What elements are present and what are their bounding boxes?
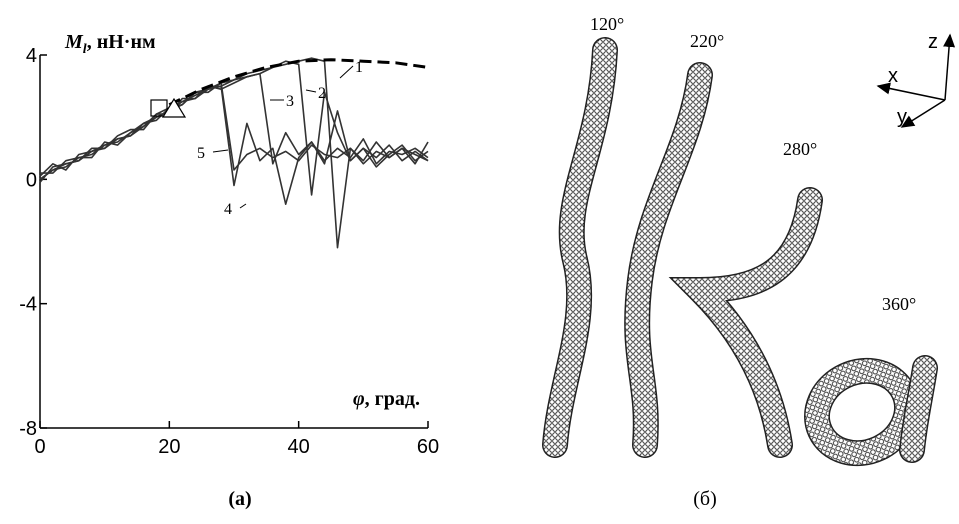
axis-label: x — [888, 65, 898, 87]
nanotube — [543, 38, 617, 457]
y-axis-symbol: M — [64, 31, 84, 53]
caption: (а) — [228, 488, 251, 510]
x-tick-label: 40 — [288, 436, 310, 458]
label-leader — [339, 65, 354, 79]
y-axis-subscript: l — [83, 42, 87, 57]
nanotube — [805, 359, 919, 465]
curve-label: 5 — [197, 145, 205, 162]
panel-b: 120° 220° 280° 360° x y z (б) — [542, 14, 956, 510]
marker-square — [150, 99, 168, 117]
data-line — [40, 85, 429, 205]
axis-label: z — [928, 31, 938, 53]
x-tick-label: 0 — [34, 436, 45, 458]
marker-triangle — [161, 97, 187, 118]
data-line — [39, 72, 429, 183]
angle-label: 280° — [783, 139, 817, 159]
y-tick-label: 0 — [26, 169, 37, 191]
x-axis-unit: , град. — [365, 388, 420, 410]
x-tick-label: 20 — [158, 436, 180, 458]
data-line — [39, 82, 429, 180]
angle-label: 120° — [590, 14, 624, 34]
curve-label: 2 — [318, 85, 326, 102]
nanotube — [672, 188, 822, 457]
curve-label: 1 — [355, 59, 363, 76]
label-leader — [305, 89, 317, 93]
curve-label: 3 — [286, 93, 294, 110]
x-axis-symbol: φ — [353, 388, 365, 410]
caption: (б) — [693, 488, 717, 510]
nanotube — [625, 63, 712, 457]
curve-label: 4 — [224, 201, 232, 218]
data-line — [39, 60, 429, 196]
label-leader — [212, 149, 229, 153]
label-leader — [239, 203, 247, 209]
angle-label: 360° — [882, 294, 916, 314]
y-axis-unit: , нН·нм — [87, 31, 156, 53]
theory-curve — [168, 58, 429, 107]
y-tick-label: -8 — [19, 418, 37, 440]
axis-triad — [876, 33, 956, 128]
y-axis-label: Ml, нН·нм — [64, 31, 156, 57]
axis-label: y — [897, 106, 907, 128]
y-tick-label: 4 — [26, 45, 37, 67]
x-axis-label: φ, град. — [353, 388, 420, 410]
y-tick-label: -4 — [19, 294, 37, 316]
x-tick-label: 60 — [417, 436, 439, 458]
angle-label: 220° — [690, 31, 724, 51]
nanotube — [900, 356, 937, 462]
